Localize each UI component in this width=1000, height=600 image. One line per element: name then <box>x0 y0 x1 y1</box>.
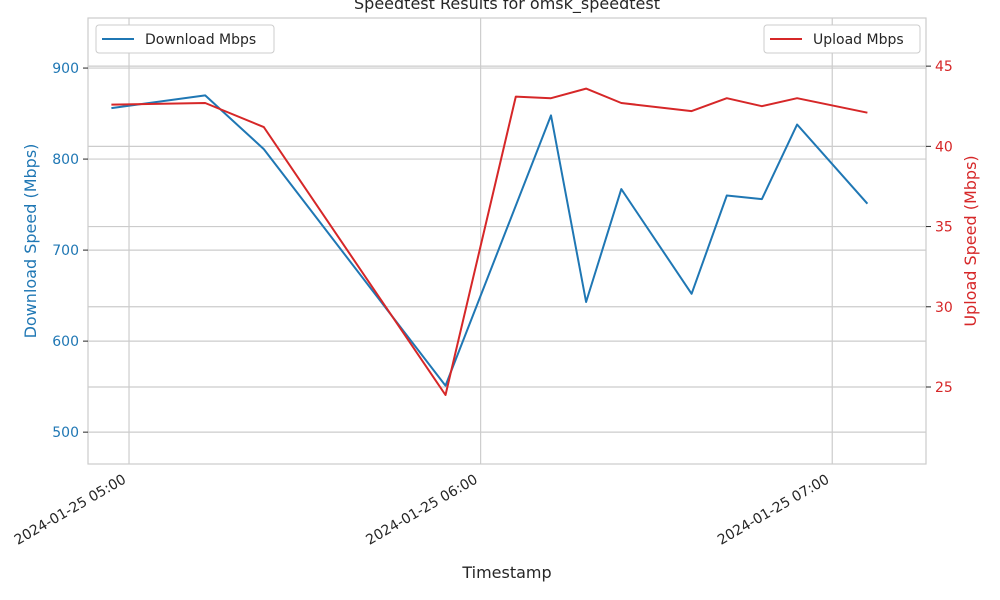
axis-tick-labels: 2024-01-25 05:00 2024-01-25 06:00 2024-01-… <box>12 59 953 548</box>
series-line-download <box>111 94 869 387</box>
y-left-tick-label: 800 <box>52 152 79 168</box>
legend-download: Download Mbps <box>95 24 275 54</box>
y-right-tick-label: 25 <box>935 380 953 396</box>
grid-lines <box>88 18 926 464</box>
plot-frame <box>87 17 927 465</box>
x-tick-label: 2024-01-25 05:00 <box>12 472 129 549</box>
y-left-tick-label: 600 <box>52 334 79 350</box>
y-right-tick-label: 35 <box>935 220 953 236</box>
series-layer <box>111 87 869 396</box>
legend-upload-label: Upload Mbps <box>813 32 904 48</box>
y-axis-left-title: Download Speed (Mbps) <box>21 144 40 339</box>
y-axis-right-title: Upload Speed (Mbps) <box>961 155 980 326</box>
y-left-tick-label: 700 <box>52 243 79 259</box>
legend-download-box <box>95 24 275 54</box>
y-left-tick-label: 900 <box>52 61 79 77</box>
legend-download-label: Download Mbps <box>145 32 256 48</box>
x-axis-title: Timestamp <box>461 563 551 582</box>
series-line-upload <box>111 87 868 396</box>
chart-title: Speedtest Results for omsk_speedtest <box>354 0 660 14</box>
y-right-tick-label: 40 <box>935 139 953 155</box>
y-right-tick-label: 30 <box>935 300 953 316</box>
y-left-tick-label: 500 <box>52 425 79 441</box>
x-tick-label: 2024-01-25 07:00 <box>715 472 832 549</box>
y-right-tick-label: 45 <box>935 59 953 75</box>
x-tick-label: 2024-01-25 06:00 <box>363 472 480 549</box>
legend-upload: Upload Mbps <box>763 24 921 54</box>
legend-upload-box <box>763 24 921 54</box>
